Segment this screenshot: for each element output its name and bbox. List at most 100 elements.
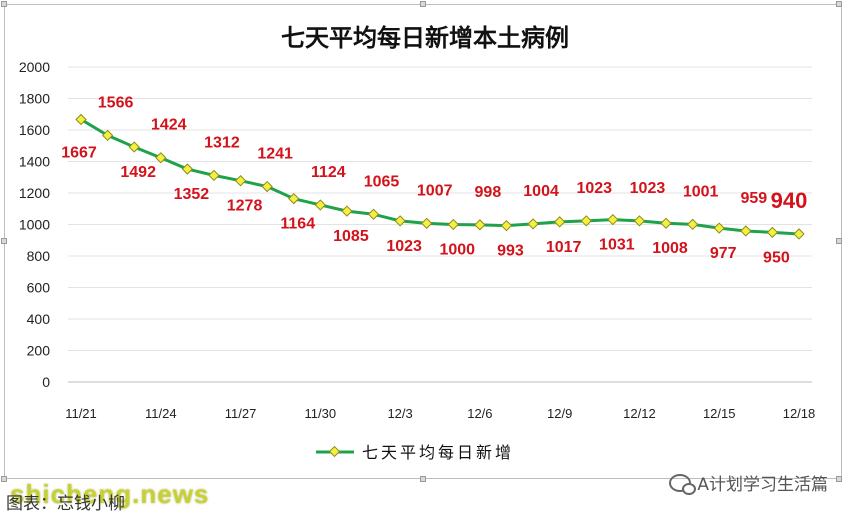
data-label: 1278 <box>227 198 263 215</box>
data-label: 1492 <box>120 164 156 181</box>
data-point <box>155 152 167 164</box>
data-label: 1065 <box>364 173 400 190</box>
data-point <box>208 169 220 182</box>
x-tick-label: 12/6 <box>467 406 492 421</box>
data-point <box>793 228 805 240</box>
resize-handle-bottom-left[interactable] <box>1 476 7 482</box>
y-tick-label: 800 <box>27 248 51 264</box>
data-point <box>367 208 380 220</box>
resize-handle-middle-right[interactable] <box>836 238 842 244</box>
data-point <box>607 213 619 226</box>
data-point <box>527 218 539 230</box>
data-label: 1007 <box>417 182 453 199</box>
wechat-icon <box>669 473 697 495</box>
data-label: 1001 <box>683 183 719 200</box>
data-label: 959 <box>740 190 767 207</box>
resize-handle-bottom-center[interactable] <box>420 476 426 482</box>
x-tick-label: 11/21 <box>65 406 97 421</box>
data-label: 1164 <box>280 216 315 233</box>
y-tick-label: 1400 <box>19 154 50 170</box>
y-tick-label: 400 <box>27 311 51 327</box>
y-tick-label: 1600 <box>19 122 50 138</box>
data-point <box>341 205 353 217</box>
legend-label: 七天平均每日新增 <box>362 443 514 462</box>
data-point <box>234 175 247 187</box>
data-label: 1023 <box>576 180 612 197</box>
resize-handle-top-center[interactable] <box>420 1 426 7</box>
data-label: 1312 <box>204 134 240 151</box>
y-tick-label: 1800 <box>19 91 50 107</box>
data-point <box>633 215 646 227</box>
data-point <box>686 218 699 230</box>
y-tick-label: 1000 <box>19 217 50 233</box>
legend-marker <box>328 445 341 458</box>
data-point <box>261 180 273 193</box>
source-credit: 图表：忘钱小柳 <box>6 494 125 514</box>
data-label: 950 <box>763 249 790 266</box>
chart-frame <box>4 4 842 479</box>
line-chart: 七天平均每日新增本土病例 0 200 400 600 800 1000 1200 1400 16… <box>19 24 816 462</box>
resize-handle-top-right[interactable] <box>836 1 842 7</box>
data-point <box>580 215 592 227</box>
data-label: 1085 <box>333 228 369 245</box>
data-label: 1124 <box>311 164 346 181</box>
series-line <box>80 118 800 236</box>
chart-title: 七天平均每日新增本土病例 <box>281 24 569 52</box>
legend: 七天平均每日新增 <box>316 443 514 462</box>
data-point <box>75 113 87 126</box>
data-label: 1004 <box>523 183 559 200</box>
data-label: 977 <box>710 245 737 262</box>
data-point <box>447 218 459 231</box>
data-point <box>181 163 194 175</box>
watermark: shicheng.news <box>10 479 210 509</box>
data-label: 1000 <box>439 242 475 259</box>
data-label: 1424 <box>151 117 187 134</box>
data-label: 1031 <box>599 237 635 254</box>
data-label: 1008 <box>652 240 688 257</box>
series-group <box>75 113 805 240</box>
data-point <box>740 225 752 237</box>
data-labels: 1667 1566 1492 1424 1352 1312 1278 1241 1164 1124… <box>61 94 807 266</box>
data-point <box>660 217 672 229</box>
data-label: 998 <box>475 184 502 201</box>
resize-handle-top-left[interactable] <box>1 1 7 7</box>
x-axis: 11/21 11/24 11/27 11/30 12/3 12/6 12/9 12/12 12/… <box>65 381 816 421</box>
data-point <box>288 193 300 205</box>
brand: A计划学习生活篇 <box>669 470 828 495</box>
y-axis: 0 200 400 600 800 1000 1200 1400 1600 1800 2000 <box>19 59 50 390</box>
data-point <box>394 215 406 227</box>
data-point <box>500 219 513 232</box>
data-point <box>713 222 725 234</box>
data-label: 993 <box>497 243 524 260</box>
resize-handle-middle-left[interactable] <box>1 238 7 244</box>
data-label: 1566 <box>98 94 134 111</box>
y-tick-label: 0 <box>42 374 50 390</box>
data-label: 1241 <box>257 146 293 163</box>
data-point <box>128 141 140 153</box>
data-label: 1352 <box>174 186 210 203</box>
data-label: 1667 <box>61 144 97 161</box>
x-tick-label: 11/30 <box>305 406 337 421</box>
data-label: 940 <box>771 188 808 213</box>
x-tick-label: 12/15 <box>703 406 736 421</box>
x-tick-label: 12/9 <box>547 406 572 421</box>
x-tick-label: 12/12 <box>623 406 656 421</box>
data-point <box>474 219 486 231</box>
data-label: 1017 <box>546 239 582 256</box>
data-label: 1023 <box>630 180 666 197</box>
data-point <box>101 129 114 142</box>
y-tick-label: 1200 <box>19 185 50 201</box>
brand-name: A计划学习生活篇 <box>697 475 828 495</box>
data-point <box>554 216 566 228</box>
x-tick-label: 12/18 <box>783 406 816 421</box>
x-tick-label: 11/24 <box>145 406 177 421</box>
data-point <box>766 226 779 239</box>
resize-handle-bottom-right[interactable] <box>836 476 842 482</box>
x-tick-label: 12/3 <box>387 406 412 421</box>
x-tick-label: 11/27 <box>225 406 257 421</box>
data-point <box>421 217 433 230</box>
data-label: 1023 <box>386 238 422 255</box>
data-point <box>314 199 326 211</box>
y-tick-label: 200 <box>27 343 51 359</box>
y-tick-label: 600 <box>27 280 51 296</box>
